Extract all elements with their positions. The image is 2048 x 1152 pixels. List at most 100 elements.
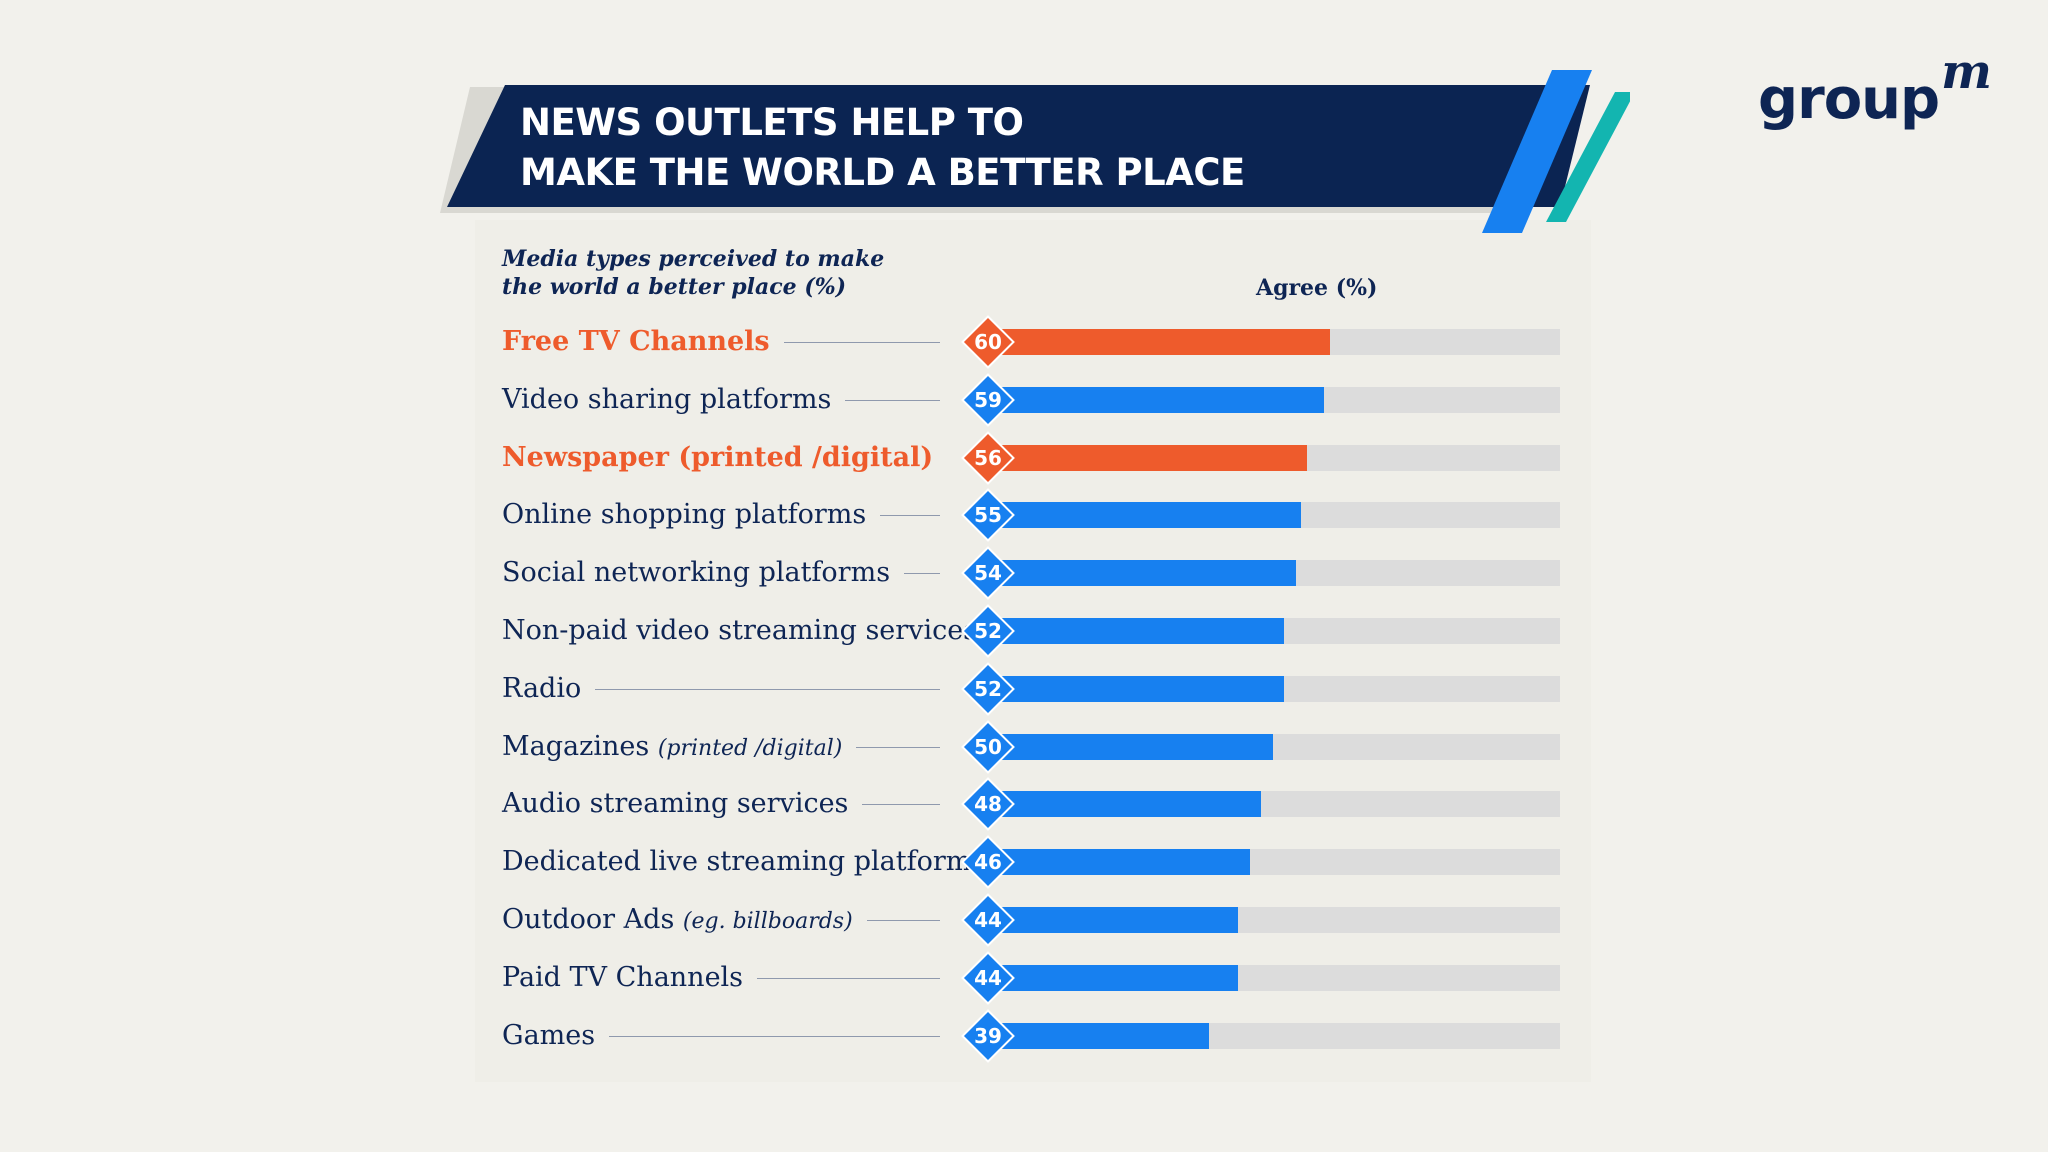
chart-subtitle: Media types perceived to make the world … xyxy=(502,245,884,301)
banner-stripe-teal xyxy=(1546,92,1630,222)
value-label: 46 xyxy=(974,850,1002,875)
bar-track xyxy=(985,560,1560,587)
value-label: 52 xyxy=(974,619,1002,643)
groupm-logo: groupm xyxy=(1758,48,1992,128)
bar-track xyxy=(985,329,1560,355)
value-badge: 54 xyxy=(963,548,1013,598)
bar-label-note: (printed /digital) xyxy=(657,735,843,761)
bar-fill xyxy=(985,386,1325,413)
bar-fill xyxy=(985,733,1273,760)
bar-track xyxy=(985,791,1560,818)
bar-label-text: Outdoor Ads xyxy=(502,904,675,935)
bar-label-text: Radio xyxy=(502,672,582,704)
bar-track xyxy=(985,1022,1560,1049)
bar-label-text: Paid TV Channels xyxy=(502,961,744,993)
bar-label: Non-paid video streaming services xyxy=(502,603,992,659)
bar-track xyxy=(985,618,1560,644)
leader-line xyxy=(520,1035,940,1037)
title-line-1: NEWS OUTLETS HELP TO xyxy=(520,101,1024,144)
bar-label: Outdoor Ads (eg. billboards) xyxy=(502,892,867,948)
bar-row: Magazines (printed /digital) 50 xyxy=(0,718,2048,775)
bar-label: Magazines (printed /digital) xyxy=(502,718,857,775)
banner-stripe-blue xyxy=(1482,70,1592,233)
value-badge: 46 xyxy=(963,837,1013,887)
bar-row: Audio streaming services 48 xyxy=(0,776,2048,833)
bar-label: Newspaper (printed /digital) xyxy=(502,429,948,486)
value-label: 44 xyxy=(974,908,1002,932)
bar-label-text: Free TV Channels xyxy=(502,326,770,357)
bar-label-text: Audio streaming services xyxy=(502,788,849,820)
value-label: 48 xyxy=(974,792,1002,817)
value-badge: 59 xyxy=(963,375,1013,425)
bar-label-text: Newspaper (printed /digital) xyxy=(502,441,934,473)
bar-label-text: Video sharing platforms xyxy=(502,383,832,415)
value-badge: 56 xyxy=(963,433,1013,483)
bar-track xyxy=(985,907,1560,933)
bar-track xyxy=(985,444,1560,471)
bar-row: Radio 52 xyxy=(0,660,2048,717)
value-badge: 55 xyxy=(963,490,1013,540)
bar-fill xyxy=(985,675,1284,702)
bar-label: Games xyxy=(502,1007,610,1064)
bar-fill xyxy=(985,618,1284,644)
bar-label-note: (eg. billboards) xyxy=(682,909,853,934)
value-badge: 60 xyxy=(963,317,1013,367)
bar-fill xyxy=(985,444,1307,471)
bar-row: Paid TV Channels 44 xyxy=(0,949,2048,1006)
title-line-2: MAKE THE WORLD A BETTER PLACE xyxy=(520,151,1245,194)
bar-track xyxy=(985,386,1560,413)
value-badge: 44 xyxy=(963,895,1013,945)
bar-row: Free TV Channels 60 xyxy=(0,314,2048,370)
value-badge: 48 xyxy=(963,779,1013,829)
value-badge: 52 xyxy=(963,606,1013,656)
title-banner xyxy=(440,70,1630,233)
page-title: NEWS OUTLETS HELP TO MAKE THE WORLD A BE… xyxy=(520,98,1245,198)
bar-label-text: Non-paid video streaming services xyxy=(502,615,978,646)
bar-fill xyxy=(985,791,1261,818)
value-badge: 44 xyxy=(963,953,1013,1003)
banner-navy xyxy=(447,85,1590,207)
bar-track xyxy=(985,849,1560,876)
bar-track xyxy=(985,675,1560,702)
bar-label-text: Online shopping platforms xyxy=(502,499,867,531)
value-label: 60 xyxy=(974,330,1002,354)
bar-row: Newspaper (printed /digital) 56 xyxy=(0,429,2048,486)
bar-row: Online shopping platforms 55 xyxy=(0,487,2048,544)
value-badge: 50 xyxy=(963,722,1013,772)
bar-fill xyxy=(985,560,1296,587)
bar-row: Social networking platforms 54 xyxy=(0,545,2048,602)
logo-text: group xyxy=(1758,67,1940,132)
bar-track xyxy=(985,733,1560,760)
value-label: 55 xyxy=(974,503,1002,528)
logo-superscript: m xyxy=(1941,44,1992,100)
bar-fill xyxy=(985,849,1250,876)
value-badge: 52 xyxy=(963,664,1013,714)
bar-fill xyxy=(985,329,1330,355)
bar-label: Paid TV Channels xyxy=(502,949,758,1006)
bar-row: Games 39 xyxy=(0,1007,2048,1064)
value-badge: 39 xyxy=(963,1011,1013,1061)
bar-label-text: Games xyxy=(502,1019,596,1051)
bar-fill xyxy=(985,502,1302,529)
bar-label: Free TV Channels xyxy=(502,314,784,370)
bar-track xyxy=(985,502,1560,529)
bar-fill xyxy=(985,907,1238,933)
bar-label-text: Dedicated live streaming platforms xyxy=(502,846,986,878)
bar-row: Non-paid video streaming services 52 xyxy=(0,603,2048,659)
value-label: 56 xyxy=(974,445,1002,470)
bar-fill xyxy=(985,964,1238,991)
bar-label: Radio xyxy=(502,660,596,717)
bar-label: Dedicated live streaming platforms xyxy=(502,834,1000,891)
leader-line xyxy=(520,688,940,690)
value-label: 59 xyxy=(974,387,1002,412)
subtitle-line-2: the world a better place (%) xyxy=(502,274,847,300)
value-label: 39 xyxy=(974,1023,1002,1048)
bar-label: Video sharing platforms xyxy=(502,371,846,428)
value-label: 50 xyxy=(974,734,1002,759)
value-label: 54 xyxy=(974,561,1002,586)
bar-label: Social networking platforms xyxy=(502,545,905,602)
value-label: 44 xyxy=(974,965,1002,990)
bar-label-text: Magazines xyxy=(502,730,650,762)
bar-fill xyxy=(985,1022,1210,1049)
bar-row: Outdoor Ads (eg. billboards) 44 xyxy=(0,892,2048,948)
